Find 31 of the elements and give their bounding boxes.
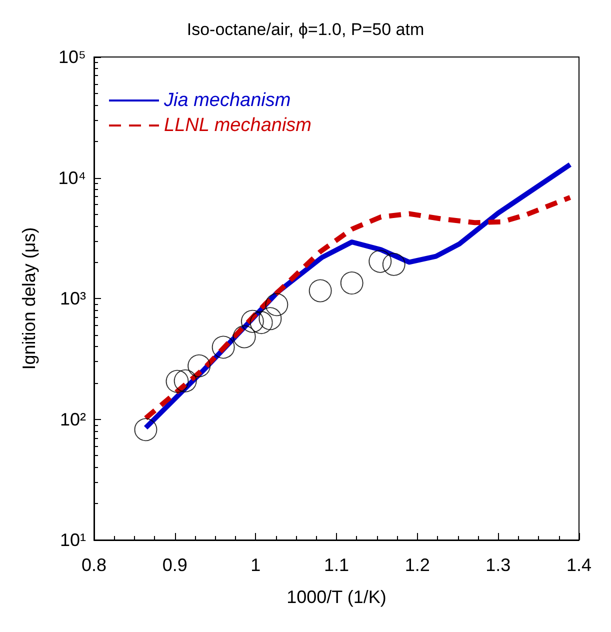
x-tick-label: 1 xyxy=(250,555,261,575)
y-tick-label: 10⁵ xyxy=(58,47,86,67)
chart-title: Iso-octane/air, ϕ=1.0, P=50 atm xyxy=(186,20,424,39)
point xyxy=(212,336,235,359)
legend-label: LLNL mechanism xyxy=(164,115,312,136)
x-tick-label: 1.3 xyxy=(486,555,511,575)
y-axis-title: Ignition delay (μs) xyxy=(19,227,39,370)
point xyxy=(382,252,406,276)
legend-label: Jia mechanism xyxy=(163,90,291,111)
point xyxy=(240,310,264,333)
point xyxy=(232,325,256,348)
x-tick-label: 1.2 xyxy=(404,555,430,575)
point xyxy=(174,369,197,392)
point xyxy=(166,370,189,393)
point xyxy=(250,311,273,334)
point xyxy=(308,279,332,302)
y-tick-label: 10² xyxy=(60,409,86,430)
point xyxy=(265,293,288,316)
x-axis-title: 1000/T (1/K) xyxy=(286,587,386,607)
point xyxy=(368,250,392,273)
y-tick-label: 10⁴ xyxy=(58,168,86,188)
y-tick-label: 10³ xyxy=(60,288,86,308)
point xyxy=(188,354,211,378)
point xyxy=(258,307,282,330)
point xyxy=(134,418,158,442)
x-tick-label: 1.1 xyxy=(324,555,350,575)
y-tick-label: 10¹ xyxy=(60,530,86,550)
point xyxy=(340,272,364,294)
x-tick-label: 0.9 xyxy=(162,555,188,575)
x-tick-label: 0.8 xyxy=(81,555,107,575)
x-tick-label: 1.4 xyxy=(566,555,592,575)
